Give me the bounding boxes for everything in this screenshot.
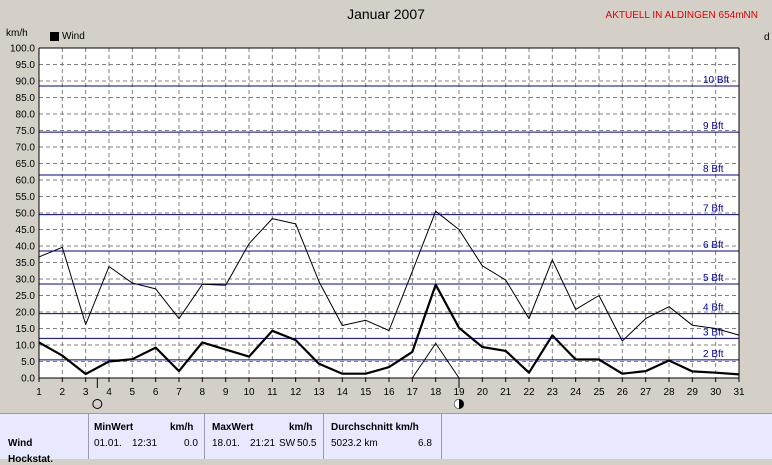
chart-title: Januar 2007 [347,6,425,22]
x-tick-label: 7 [176,387,182,398]
x-tick-label: 26 [617,387,629,398]
y-tick-label: 50.0 [16,209,36,220]
beaufort-label: 9 Bft [703,121,724,132]
y-tick-label: 65.0 [16,159,36,170]
x-tick-label: 4 [106,387,112,398]
y-tick-label: 40.0 [16,242,36,253]
right-axis-unit: d [764,32,770,43]
beaufort-label: 8 Bft [703,164,724,175]
x-tick-label: 31 [733,387,745,398]
stats-avg-cell: Durchschnitt km/h 5023.2 km 6.8 [324,414,442,459]
y-tick-label: 0.0 [21,374,35,385]
y-tick-label: 45.0 [16,225,36,236]
x-tick-label: 17 [407,387,419,398]
avg-value: 6.8 [418,438,432,449]
y-tick-label: 90.0 [16,77,36,88]
x-tick-label: 12 [290,387,302,398]
min-date: 01.01. [94,438,122,449]
x-tick-label: 5 [130,387,136,398]
x-tick-label: 19 [453,387,465,398]
beaufort-label: 5 Bft [703,273,724,284]
full-moon-icon [92,399,103,409]
x-tick-label: 14 [337,387,349,398]
station-label: AKTUELL IN ALDINGEN 654mNN [605,10,758,21]
y-tick-label: 55.0 [16,192,36,203]
y-tick-label: 60.0 [16,176,36,187]
min-header: MinWert [94,422,134,433]
x-tick-label: 20 [477,387,489,398]
beaufort-label: 2 Bft [703,349,724,360]
x-tick-label: 16 [383,387,395,398]
new-moon-highlight [454,399,459,409]
max-value: 50.5 [297,438,317,449]
x-tick-label: 13 [313,387,325,398]
x-tick-label: 10 [243,387,255,398]
stats-row-label: Wind [8,438,33,449]
y-tick-label: 5.0 [21,357,35,368]
series-line-max [38,210,740,342]
y-tick-label: 25.0 [16,291,36,302]
series-line-min [411,342,460,379]
x-tick-label: 9 [223,387,229,398]
x-tick-label: 23 [547,387,559,398]
max-direction: SW [279,438,296,449]
max-unit: km/h [289,422,313,433]
x-tick-label: 24 [570,387,582,398]
y-axis-unit: km/h [6,28,28,39]
x-tick-label: 21 [500,387,512,398]
beaufort-label: 4 Bft [703,303,724,314]
stats-min-cell: MinWert km/h 01.01. 12:31 0.0 [88,414,205,459]
x-tick-label: 22 [523,387,535,398]
beaufort-label: 3 Bft [703,327,724,338]
x-tick-label: 6 [153,387,159,398]
max-time: 21:21 [250,438,276,449]
y-tick-label: 85.0 [16,93,36,104]
y-tick-label: 70.0 [16,143,36,154]
x-tick-label: 11 [267,387,278,398]
x-tick-label: 18 [430,387,442,398]
stats-max-cell: MaxWert km/h 18.01. 21:21 SW 50.5 [205,414,324,459]
max-header: MaxWert [212,422,254,433]
stats-panel: Wind Hockstat. MinWert km/h 01.01. 12:31… [0,413,772,465]
x-tick-label: 3 [83,387,89,398]
max-date: 18.01. [212,438,240,449]
legend-label: Wind [62,31,85,42]
x-tick-label: 25 [593,387,605,398]
y-tick-label: 100.0 [10,44,35,55]
x-tick-label: 27 [640,387,652,398]
beaufort-label: 6 Bft [703,240,724,251]
x-tick-label: 2 [60,387,66,398]
x-tick-label: 1 [36,387,42,398]
legend-swatch [50,32,59,41]
y-tick-label: 10.0 [16,341,36,352]
y-tick-label: 20.0 [16,308,36,319]
y-tick-label: 95.0 [16,60,36,71]
wind-chart: 0.0 5.0 10.0 15.0 20.0 25.0 30.0 35.0 40.0 45.0 50… [10,44,745,409]
y-tick-label: 75.0 [16,126,36,137]
stats-label-cell [0,414,89,459]
y-tick-label: 80.0 [16,110,36,121]
avg-header: Durchschnitt km/h [331,422,419,433]
beaufort-label: 7 Bft [703,204,724,215]
x-tick-label: 8 [200,387,206,398]
min-unit: km/h [170,422,194,433]
y-tick-label: 35.0 [16,258,36,269]
avg-distance: 5023.2 km [331,438,378,449]
min-value: 0.0 [184,438,198,449]
x-tick-label: 15 [360,387,372,398]
y-tick-label: 15.0 [16,324,36,335]
min-time: 12:31 [132,438,158,449]
beaufort-label: 10 Bft [703,75,729,86]
x-tick-label: 28 [663,387,675,398]
x-tick-label: 30 [710,387,722,398]
legend: Wind [50,31,85,42]
y-tick-label: 30.0 [16,275,36,286]
x-tick-label: 29 [687,387,699,398]
series-line-mean [38,283,740,376]
